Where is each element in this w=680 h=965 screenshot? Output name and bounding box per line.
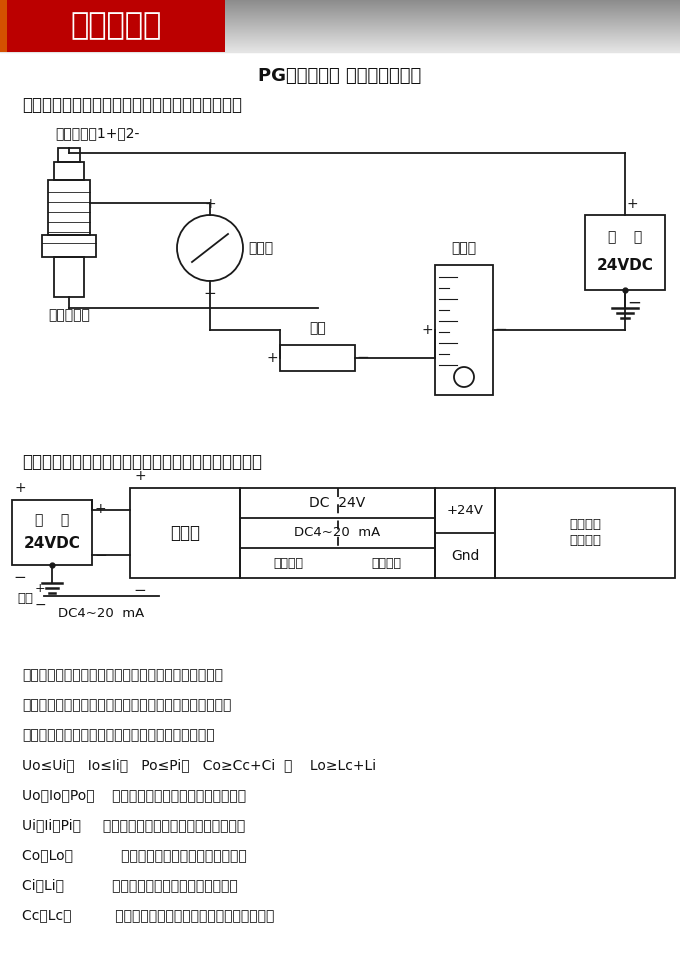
Bar	[54, 162, 84, 180]
Text: 力变送器: 力变送器	[569, 535, 601, 547]
Text: +: +	[94, 502, 105, 516]
Text: +: +	[421, 323, 432, 337]
Bar	[12, 500, 92, 565]
Text: 电    源: 电 源	[35, 513, 69, 527]
Text: +: +	[266, 351, 278, 365]
Text: 负载: 负载	[309, 321, 326, 335]
Bar	[495, 488, 675, 578]
Text: 安装示意图: 安装示意图	[70, 12, 162, 41]
Text: +: +	[204, 197, 216, 211]
Text: 安全栅: 安全栅	[170, 524, 200, 542]
Text: 电流表: 电流表	[248, 241, 273, 255]
Text: DC4~20  mA: DC4~20 mA	[58, 607, 145, 620]
Text: −: −	[494, 322, 507, 338]
Text: +: +	[35, 583, 46, 595]
Text: 赫斯曼接头1+、2-: 赫斯曼接头1+、2-	[55, 126, 139, 140]
Bar	[42, 235, 96, 257]
Text: −: −	[14, 570, 27, 585]
Text: −: −	[94, 548, 107, 564]
Text: 24VDC: 24VDC	[596, 258, 653, 272]
Bar	[585, 215, 665, 290]
Text: 所配用安全栅参数必须符合本安系统参数匹配原则：: 所配用安全栅参数必须符合本安系统参数匹配原则：	[22, 728, 215, 742]
Text: +: +	[14, 481, 26, 495]
Text: +: +	[627, 197, 639, 211]
Text: Ci、Li：           压力变送器的最大外部电容和电感: Ci、Li： 压力变送器的最大外部电容和电感	[22, 878, 238, 892]
Text: +24V: +24V	[447, 504, 483, 517]
Text: −: −	[356, 350, 369, 366]
Text: Uo≤Ui、   Io≤Ii、   Po≤Pi、   Co≥Cc+Ci  和    Lo≥Lc+Li: Uo≤Ui、 Io≤Ii、 Po≤Pi、 Co≥Cc+Ci 和 Lo≥Lc+Li	[22, 758, 376, 772]
Bar	[54, 257, 84, 297]
Text: 压力变送器: 压力变送器	[48, 308, 90, 322]
Bar	[435, 488, 495, 578]
Text: 电    源: 电 源	[608, 230, 642, 244]
Text: DC  24V: DC 24V	[309, 496, 366, 510]
Bar	[435, 265, 493, 395]
Text: 危险场所: 危险场所	[371, 557, 401, 569]
Text: Co、Lo：           安全栅允许的最大外部电容和电感: Co、Lo： 安全栅允许的最大外部电容和电感	[22, 848, 247, 862]
Text: 输出: 输出	[17, 592, 33, 604]
Text: −: −	[134, 583, 146, 598]
Text: 本安型压: 本安型压	[569, 518, 601, 532]
Bar	[0, 0, 7, 52]
Text: +: +	[134, 469, 146, 483]
Text: DC4~20  mA: DC4~20 mA	[294, 527, 381, 539]
Text: Gnd: Gnd	[451, 548, 479, 563]
Bar	[240, 488, 435, 578]
Text: Uo、Io、Po：    安全栅的最大输出电压、电流和功率: Uo、Io、Po： 安全栅的最大输出电压、电流和功率	[22, 788, 246, 802]
Text: 指示仪: 指示仪	[452, 241, 477, 255]
Bar	[130, 488, 240, 578]
Text: 二、本安防爆型压力变送建议使用安全栅供电、见上图: 二、本安防爆型压力变送建议使用安全栅供电、见上图	[22, 453, 262, 471]
Text: 安全场所: 安全场所	[274, 557, 304, 569]
Text: 24VDC: 24VDC	[24, 537, 80, 552]
Text: −: −	[34, 598, 46, 612]
Text: PG压力变送器 现场连接示意图: PG压力变送器 现场连接示意图	[258, 67, 422, 85]
Text: 进行、安全栅防爆标志必须不低于压力变送器防爆标志。: 进行、安全栅防爆标志必须不低于压力变送器防爆标志。	[22, 698, 231, 712]
Bar	[7, 0, 225, 52]
Text: 安全栅须取得防爆合格证，使用时应按其说明书的要求: 安全栅须取得防爆合格证，使用时应按其说明书的要求	[22, 668, 223, 682]
Text: −: −	[627, 294, 641, 312]
Text: 一、非本安防爆型压力变送器可以用稳压电源供电: 一、非本安防爆型压力变送器可以用稳压电源供电	[22, 96, 242, 114]
Bar	[280, 345, 355, 371]
Bar	[48, 180, 90, 235]
Text: −: −	[203, 286, 216, 301]
Text: Ui、Ii、Pi：     压力变送器最大输入电压、电流和功率: Ui、Ii、Pi： 压力变送器最大输入电压、电流和功率	[22, 818, 245, 832]
Text: Cc、Lc：          两者之间连接电缆允许总的分布电容和电感: Cc、Lc： 两者之间连接电缆允许总的分布电容和电感	[22, 908, 274, 922]
Bar	[58, 148, 80, 162]
